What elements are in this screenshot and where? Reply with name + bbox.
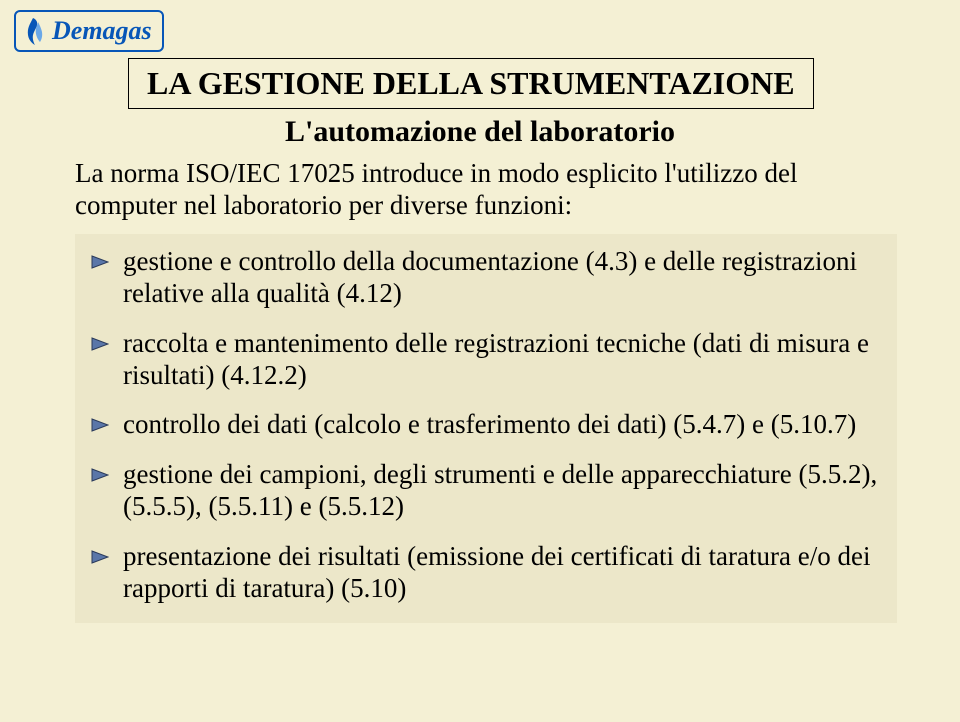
bullet-text: raccolta e mantenimento delle registrazi…: [123, 328, 881, 392]
bullet-text: gestione e controllo della documentazion…: [123, 246, 881, 310]
list-item: gestione e controllo della documentazion…: [91, 246, 881, 310]
bullet-text: gestione dei campioni, degli strumenti e…: [123, 459, 881, 523]
list-item: raccolta e mantenimento delle registrazi…: [91, 328, 881, 392]
triangle-bullet-icon: [91, 418, 109, 437]
intro-paragraph: La norma ISO/IEC 17025 introduce in modo…: [75, 158, 895, 222]
list-item: presentazione dei risultati (emissione d…: [91, 541, 881, 605]
bullet-text: presentazione dei risultati (emissione d…: [123, 541, 881, 605]
logo: Demagas: [14, 10, 164, 52]
bullets-panel: gestione e controllo della documentazion…: [75, 234, 897, 623]
page-subtitle: L'automazione del laboratorio: [0, 115, 960, 149]
bullet-text: controllo dei dati (calcolo e trasferime…: [123, 409, 856, 441]
triangle-bullet-icon: [91, 337, 109, 356]
triangle-bullet-icon: [91, 550, 109, 569]
list-item: controllo dei dati (calcolo e trasferime…: [91, 409, 881, 441]
triangle-bullet-icon: [91, 255, 109, 274]
title-box: LA GESTIONE DELLA STRUMENTAZIONE: [128, 58, 814, 109]
logo-brand-name: Demagas: [52, 16, 152, 46]
triangle-bullet-icon: [91, 468, 109, 487]
list-item: gestione dei campioni, degli strumenti e…: [91, 459, 881, 523]
page-title: LA GESTIONE DELLA STRUMENTAZIONE: [147, 65, 795, 102]
flame-icon: [24, 16, 46, 46]
